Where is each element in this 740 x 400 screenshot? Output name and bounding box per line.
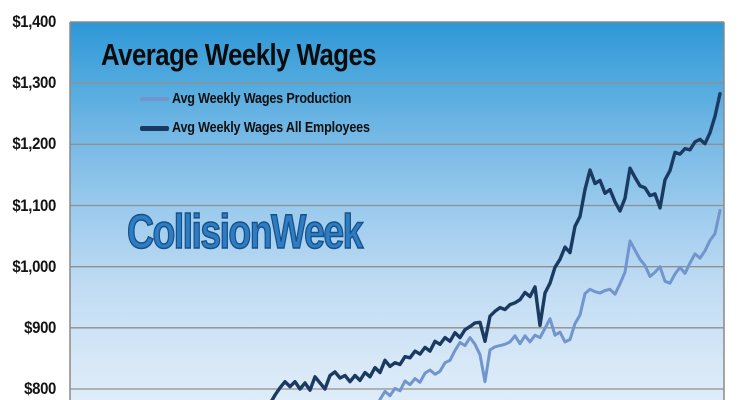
series-line-all-employees (270, 91, 722, 400)
chart-title: Average Weekly Wages (101, 37, 377, 72)
y-axis-tick-label: $800 (24, 379, 56, 398)
plot-area-background (70, 22, 724, 400)
y-axis-tick-label: $1,400 (12, 12, 57, 31)
y-axis-tick-label: $1,200 (12, 134, 57, 154)
legend-label-production: Avg Weekly Wages Production (172, 91, 352, 107)
y-axis-tick-label: $1,000 (12, 256, 57, 276)
y-axis-tick-label: $1,100 (12, 195, 57, 215)
y-axis-tick-label: $900 (24, 317, 56, 337)
legend: Avg Weekly Wages Production Avg Weekly W… (140, 91, 399, 149)
series-line-production (378, 208, 722, 400)
y-axis-tick-label: $1,300 (12, 73, 57, 93)
legend-label-all-employees: Avg Weekly Wages All Employees (172, 120, 370, 136)
collisionweek-watermark: CollisionWeek (126, 205, 364, 260)
legend-swatch-production-icon (140, 97, 169, 101)
legend-item-production: Avg Weekly Wages Production (140, 91, 399, 107)
legend-item-all-employees: Avg Weekly Wages All Employees (140, 120, 399, 136)
legend-swatch-all-employees-icon (140, 125, 169, 131)
